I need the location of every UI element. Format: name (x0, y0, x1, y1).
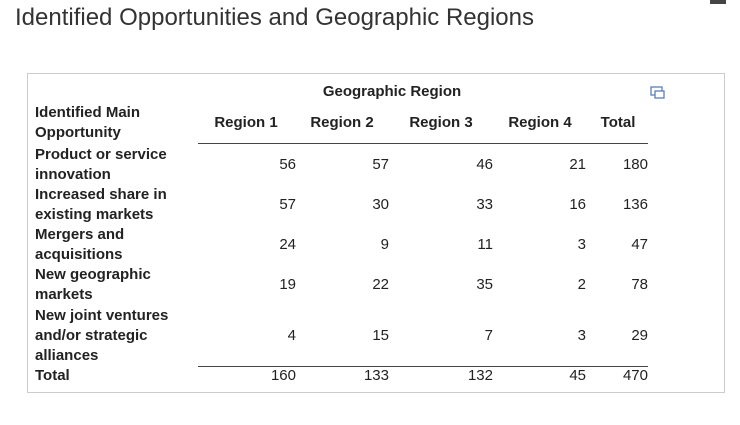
row-value: 19 (279, 276, 296, 293)
row-value: 57 (372, 156, 389, 173)
row-value: 47 (631, 236, 648, 253)
row-value: 3 (577, 236, 586, 253)
corner-mark (710, 0, 726, 4)
popout-icon[interactable] (650, 86, 666, 100)
total-value: 133 (363, 367, 389, 384)
row-value: 16 (569, 196, 586, 213)
row-label: Mergers and acquisitions (35, 226, 125, 263)
row-value: 4 (287, 327, 296, 344)
row-value: 3 (577, 327, 586, 344)
row-value: 7 (484, 327, 493, 344)
row-value: 35 (476, 276, 493, 293)
row-label: New geographic markets (35, 266, 151, 303)
column-header: Region 1 (214, 114, 278, 131)
row-label: New joint ventures and/or strategic alli… (35, 306, 169, 364)
row-value: 30 (372, 196, 389, 213)
row-value: 2 (577, 276, 586, 293)
row-value: 9 (380, 236, 389, 253)
row-header: Identified Main Opportunity (35, 104, 140, 141)
column-header: Total (600, 114, 636, 131)
row-label: Product or service innovation (35, 145, 167, 183)
header-rule (198, 143, 648, 144)
row-label: Increased share in existing markets (35, 186, 167, 223)
page-title: Identified Opportunities and Geographic … (15, 4, 534, 31)
group-header: Geographic Region (322, 83, 462, 100)
row-value: 24 (279, 236, 296, 253)
row-value: 56 (279, 156, 296, 173)
row-value: 180 (622, 156, 648, 173)
total-value: 160 (270, 367, 296, 384)
row-value: 57 (279, 196, 296, 213)
row-value: 22 (372, 276, 389, 293)
row-value: 33 (476, 196, 493, 213)
column-header: Region 3 (409, 114, 473, 131)
table-frame (27, 73, 725, 393)
row-value: 136 (622, 196, 648, 213)
row-value: 21 (569, 156, 586, 173)
column-header: Region 4 (508, 114, 572, 131)
row-value: 46 (476, 156, 493, 173)
total-value: 132 (467, 367, 493, 384)
row-value: 11 (477, 236, 493, 253)
row-value: 15 (372, 327, 389, 344)
total-rule (198, 366, 648, 367)
row-value: 78 (631, 276, 648, 293)
row-value: 29 (631, 327, 648, 344)
column-header: Region 2 (310, 114, 374, 131)
total-label: Total (35, 367, 70, 384)
total-value: 45 (569, 367, 586, 384)
total-value: 470 (622, 367, 648, 384)
